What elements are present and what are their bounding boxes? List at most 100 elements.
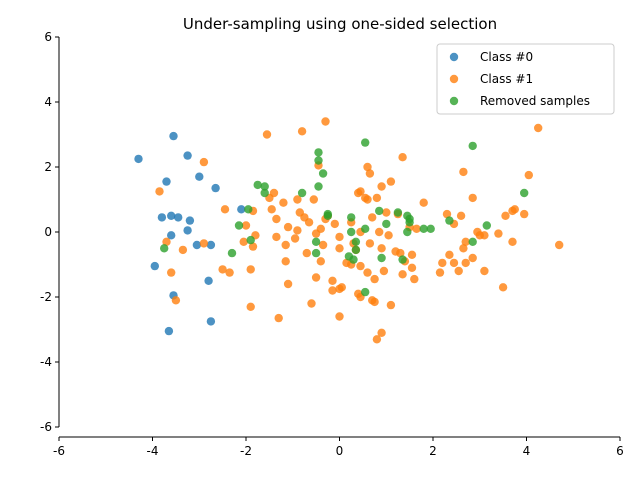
data-point — [337, 283, 346, 292]
data-point — [167, 211, 176, 220]
legend: Class #0 Class #1 Removed samples — [436, 43, 615, 115]
data-point — [316, 257, 325, 266]
data-point — [311, 237, 321, 246]
legend-marker — [449, 74, 459, 84]
data-point — [155, 187, 164, 196]
data-point — [442, 209, 452, 219]
data-point — [134, 154, 143, 164]
legend-marker — [449, 52, 459, 62]
axes: -6 -4 -2 0 2 4 6 -6 -4 -2 0 2 4 6 — [40, 30, 624, 458]
legend-label: Removed samples — [480, 94, 590, 108]
y-tick-label: 2 — [44, 160, 52, 174]
data-point — [372, 335, 382, 344]
data-point — [407, 250, 417, 259]
data-point — [297, 127, 307, 136]
series-2 — [160, 138, 529, 297]
data-point — [206, 317, 216, 326]
data-point — [316, 224, 325, 233]
data-point — [377, 182, 386, 191]
data-point — [314, 148, 323, 157]
data-point — [498, 283, 508, 292]
data-point — [365, 169, 375, 178]
data-point — [204, 276, 213, 285]
data-point — [234, 221, 244, 230]
data-point — [281, 240, 290, 250]
data-point — [412, 224, 421, 233]
data-point — [445, 216, 454, 225]
data-point — [351, 237, 361, 246]
data-point — [468, 193, 477, 203]
x-tick-label: -2 — [240, 444, 252, 458]
data-point — [321, 117, 330, 126]
data-point — [520, 188, 529, 198]
data-point — [211, 183, 220, 193]
data-point — [171, 296, 181, 305]
data-point — [375, 206, 384, 216]
data-point — [445, 250, 454, 259]
data-point — [267, 205, 276, 214]
data-point — [454, 266, 463, 276]
data-point — [356, 261, 365, 271]
data-point — [382, 219, 391, 229]
data-point — [178, 245, 188, 255]
data-point — [482, 221, 491, 230]
data-point — [461, 258, 470, 268]
data-point — [480, 266, 489, 276]
data-point — [396, 248, 405, 258]
data-point — [386, 177, 396, 186]
data-point — [274, 313, 283, 323]
data-point — [379, 266, 389, 276]
data-point — [377, 253, 386, 263]
data-point — [419, 198, 428, 207]
data-point — [262, 130, 272, 139]
data-point — [323, 209, 332, 219]
data-point — [227, 248, 237, 258]
data-point — [524, 170, 533, 180]
data-point — [361, 287, 370, 297]
data-point — [167, 231, 176, 240]
data-point — [239, 237, 248, 246]
data-point — [183, 151, 192, 160]
data-point — [365, 239, 375, 248]
legend-label: Class #1 — [480, 72, 533, 86]
data-point — [361, 138, 370, 147]
data-point — [375, 227, 384, 237]
data-point — [260, 182, 269, 191]
data-point — [426, 224, 435, 233]
data-point — [520, 209, 529, 219]
data-point — [370, 274, 379, 284]
data-point — [501, 211, 510, 220]
y-tick-label: -4 — [40, 355, 52, 369]
y-tick-label: 0 — [44, 225, 52, 239]
x-tick-label: 2 — [429, 444, 437, 458]
data-point — [468, 253, 477, 263]
data-point — [220, 205, 230, 214]
data-point — [218, 265, 227, 274]
data-point — [297, 188, 307, 198]
data-point — [386, 300, 396, 310]
data-point — [192, 240, 202, 250]
legend-marker — [449, 96, 459, 106]
data-point — [449, 258, 459, 268]
data-point — [354, 188, 363, 198]
data-point — [363, 195, 372, 204]
data-point — [407, 263, 417, 272]
data-point — [335, 232, 344, 242]
data-point — [393, 208, 403, 217]
data-point — [169, 131, 178, 141]
data-point — [330, 219, 339, 229]
data-point — [248, 242, 258, 251]
data-point — [347, 227, 356, 237]
data-point — [555, 240, 564, 250]
data-point — [314, 156, 323, 165]
data-point — [183, 226, 192, 235]
data-point — [335, 312, 344, 321]
data-point — [318, 240, 328, 250]
data-point — [403, 227, 412, 237]
data-point — [456, 211, 466, 220]
data-point — [361, 224, 370, 233]
y-tick-label: 4 — [44, 95, 52, 109]
data-point — [468, 141, 477, 151]
data-point — [272, 232, 281, 242]
